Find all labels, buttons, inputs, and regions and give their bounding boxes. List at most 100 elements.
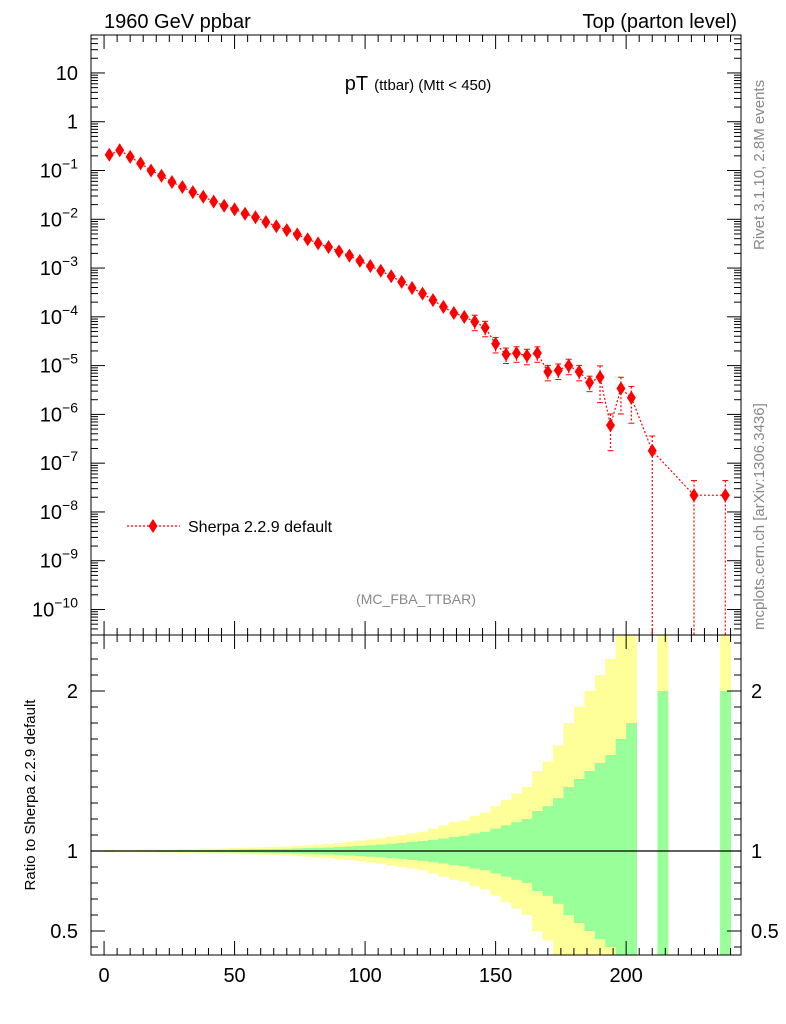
data-point bbox=[146, 163, 156, 178]
data-point bbox=[595, 370, 605, 385]
x-tick-label: 100 bbox=[348, 965, 381, 987]
legend: Sherpa 2.2.9 default bbox=[127, 519, 333, 536]
data-point bbox=[355, 253, 365, 268]
ratio-bands bbox=[91, 635, 741, 955]
ratio-axis-ticks bbox=[90, 634, 742, 956]
top-y-tick-label: 10−7 bbox=[40, 448, 78, 475]
data-point bbox=[720, 488, 730, 503]
data-point bbox=[397, 274, 407, 289]
data-point bbox=[209, 194, 219, 209]
tick-label-exponent: −5 bbox=[62, 351, 78, 367]
data-point bbox=[271, 219, 281, 234]
ratio-inner-band bbox=[720, 691, 731, 955]
data-point bbox=[543, 364, 553, 379]
tick-label-exponent: −9 bbox=[62, 546, 78, 562]
data-point bbox=[282, 223, 292, 238]
ratio-inner-band bbox=[615, 739, 627, 955]
data-point bbox=[125, 149, 135, 164]
data-point bbox=[512, 346, 522, 361]
top-y-tick-label: 10−8 bbox=[40, 497, 78, 524]
data-point bbox=[376, 263, 386, 278]
tick-label-base: 10 bbox=[40, 404, 62, 426]
data-point bbox=[491, 336, 501, 351]
top-y-tick-labels: 10110−110−210−310−410−510−610−710−810−91… bbox=[32, 63, 78, 622]
data-point bbox=[303, 232, 313, 247]
ratio-y-tick-label: 1 bbox=[67, 841, 78, 863]
top-plot-area bbox=[90, 34, 742, 636]
top-y-tick-label: 10−10 bbox=[32, 594, 78, 621]
data-point bbox=[167, 175, 177, 190]
data-point bbox=[407, 281, 417, 296]
data-point bbox=[250, 210, 260, 225]
ratio-frame bbox=[90, 634, 742, 956]
data-point bbox=[574, 364, 584, 379]
data-point bbox=[470, 314, 480, 329]
tick-label-exponent: −8 bbox=[62, 497, 78, 513]
top-y-tick-label: 10−9 bbox=[40, 546, 78, 573]
top-y-tick-label: 10−1 bbox=[40, 156, 78, 183]
top-y-tick-label: 1 bbox=[67, 112, 78, 134]
ratio-ylabel: Ratio to Sherpa 2.2.9 default bbox=[22, 699, 39, 891]
data-point bbox=[230, 202, 240, 217]
data-point bbox=[626, 390, 636, 405]
ratio-y-tick-label: 0.5 bbox=[50, 921, 78, 943]
data-point bbox=[428, 293, 438, 308]
x-tick-label: 0 bbox=[98, 965, 109, 987]
top-y-tick-label: 10−3 bbox=[40, 253, 78, 280]
legend-marker bbox=[148, 519, 158, 533]
tick-label-exponent: −3 bbox=[62, 253, 78, 269]
data-point bbox=[647, 443, 657, 458]
mcplots-label: mcplots.cern.ch [arXiv:1306.3436] bbox=[751, 403, 768, 630]
data-point bbox=[522, 348, 532, 363]
data-point bbox=[553, 363, 563, 378]
top-y-tick-label: 10 bbox=[56, 63, 78, 85]
tick-label-base: 10 bbox=[40, 453, 62, 475]
data-point bbox=[261, 214, 271, 229]
data-point bbox=[334, 244, 344, 259]
data-point bbox=[136, 156, 146, 171]
data-point bbox=[564, 358, 574, 373]
data-point bbox=[532, 346, 542, 361]
data-point bbox=[292, 227, 302, 242]
data-point bbox=[449, 305, 459, 320]
tick-label-exponent: −2 bbox=[62, 204, 78, 220]
data-point bbox=[177, 179, 187, 194]
ratio-inner-band bbox=[626, 723, 637, 955]
top-frame bbox=[90, 34, 742, 636]
ratio-y-tick-label-right: 0.5 bbox=[751, 921, 779, 943]
tick-label-base: 10 bbox=[40, 258, 62, 280]
plot-title-main: pT bbox=[345, 73, 368, 95]
tick-label-base: 10 bbox=[40, 161, 62, 183]
plot-title: pT (ttbar) (Mtt < 450) bbox=[345, 73, 491, 95]
data-point bbox=[585, 375, 595, 390]
top-y-tick-label: 10−2 bbox=[40, 204, 78, 231]
header-right: Top (parton level) bbox=[582, 11, 737, 33]
ratio-y-tick-label-right: 1 bbox=[751, 841, 762, 863]
tick-label-base: 10 bbox=[40, 551, 62, 573]
data-point bbox=[104, 147, 114, 162]
header-left: 1960 GeV ppbar bbox=[104, 11, 251, 33]
tick-label-exponent: −6 bbox=[62, 399, 78, 415]
tick-label-base: 10 bbox=[40, 356, 62, 378]
watermark: (MC_FBA_TTBAR) bbox=[356, 591, 476, 607]
x-tick-label: 50 bbox=[223, 965, 245, 987]
series-line bbox=[109, 149, 726, 496]
plot-title-sub: (ttbar) (Mtt < 450) bbox=[374, 77, 491, 94]
top-y-tick-label: 10−6 bbox=[40, 399, 78, 426]
data-point bbox=[188, 185, 198, 200]
x-tick-label: 150 bbox=[479, 965, 512, 987]
tick-label-base: 10 bbox=[32, 599, 54, 621]
data-point bbox=[313, 236, 323, 251]
top-y-tick-label: 10−5 bbox=[40, 351, 78, 378]
data-point bbox=[219, 198, 229, 213]
data-point bbox=[605, 418, 615, 433]
data-point bbox=[324, 240, 334, 255]
tick-label-exponent: −1 bbox=[62, 156, 78, 172]
ratio-tick-labels: 0.5 0.5 1 1 2 2 0 50 100 150 200 bbox=[50, 681, 779, 987]
top-axis-ticks bbox=[90, 34, 741, 636]
data-point bbox=[438, 299, 448, 314]
data-point bbox=[115, 143, 125, 158]
data-point bbox=[365, 259, 375, 274]
data-point bbox=[240, 206, 250, 221]
